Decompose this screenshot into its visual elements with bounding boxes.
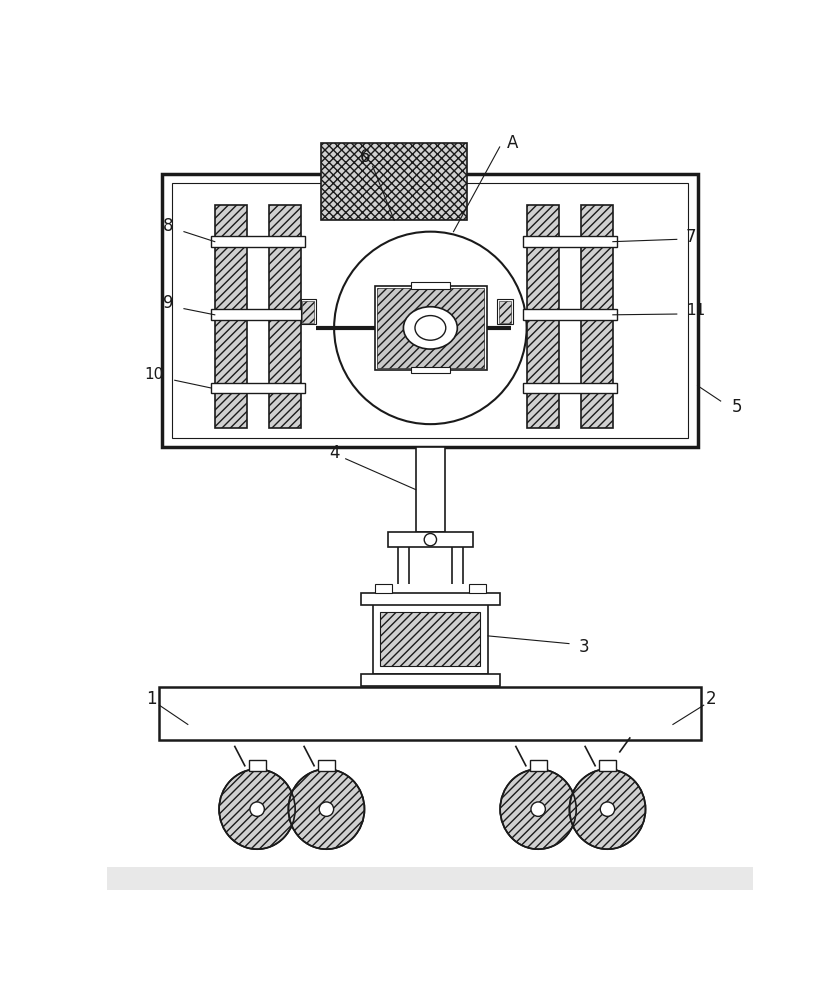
Bar: [411, 282, 450, 289]
Bar: [523, 383, 617, 393]
Text: 3: 3: [578, 638, 589, 656]
Ellipse shape: [570, 769, 645, 849]
Bar: [529, 760, 547, 771]
Bar: [523, 236, 617, 247]
Bar: [599, 760, 616, 771]
Bar: [107, 867, 753, 890]
Bar: [388, 532, 472, 547]
Ellipse shape: [289, 769, 364, 849]
Bar: [523, 309, 617, 320]
Bar: [375, 584, 392, 593]
Bar: [581, 205, 612, 428]
Text: 11: 11: [686, 303, 706, 318]
Bar: [172, 183, 688, 438]
Text: 4: 4: [329, 444, 339, 462]
Ellipse shape: [219, 769, 295, 849]
Bar: [498, 299, 513, 324]
Bar: [302, 301, 314, 323]
Bar: [380, 612, 481, 666]
Bar: [301, 299, 316, 324]
Bar: [411, 367, 450, 373]
Ellipse shape: [500, 769, 576, 849]
Bar: [318, 760, 335, 771]
Bar: [375, 286, 487, 370]
Bar: [499, 301, 511, 323]
Text: 1: 1: [146, 690, 157, 708]
Bar: [527, 205, 559, 428]
Bar: [361, 593, 500, 605]
Bar: [215, 205, 248, 428]
Circle shape: [531, 802, 545, 816]
Bar: [469, 584, 486, 593]
Text: 6: 6: [360, 148, 370, 166]
Bar: [416, 447, 445, 532]
Bar: [159, 687, 701, 740]
Circle shape: [250, 802, 264, 816]
Text: 5: 5: [732, 398, 743, 416]
Text: 2: 2: [706, 690, 717, 708]
Bar: [211, 309, 305, 320]
Text: 10: 10: [144, 367, 164, 382]
Bar: [321, 143, 467, 220]
Text: 9: 9: [163, 294, 173, 312]
Bar: [163, 174, 697, 447]
Bar: [361, 674, 500, 686]
Bar: [211, 236, 305, 247]
Circle shape: [600, 802, 615, 816]
Ellipse shape: [415, 316, 446, 340]
Bar: [378, 288, 484, 368]
Bar: [268, 205, 301, 428]
Text: 7: 7: [686, 228, 696, 246]
Bar: [248, 760, 266, 771]
Circle shape: [425, 533, 436, 546]
Circle shape: [319, 802, 334, 816]
Circle shape: [334, 232, 527, 424]
Text: 8: 8: [163, 217, 173, 235]
Bar: [211, 383, 305, 393]
Ellipse shape: [404, 307, 457, 349]
Bar: [373, 604, 488, 674]
Text: A: A: [508, 134, 519, 152]
